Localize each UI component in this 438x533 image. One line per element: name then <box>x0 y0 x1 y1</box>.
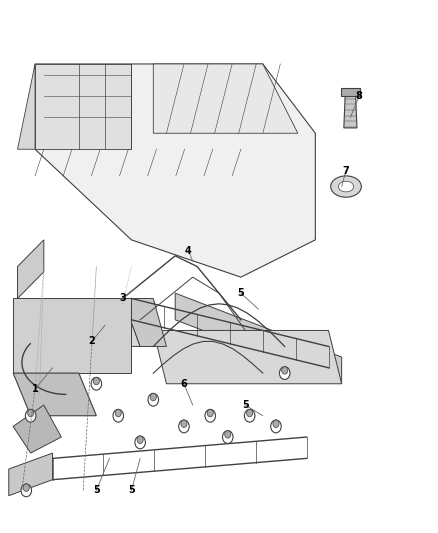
Text: 5: 5 <box>128 486 135 495</box>
Ellipse shape <box>338 181 354 192</box>
Polygon shape <box>35 64 315 277</box>
Polygon shape <box>344 96 357 128</box>
Circle shape <box>23 484 29 491</box>
Circle shape <box>135 436 145 449</box>
Circle shape <box>244 409 255 422</box>
Polygon shape <box>153 64 298 133</box>
Text: 7: 7 <box>343 166 350 175</box>
Circle shape <box>25 409 36 422</box>
Polygon shape <box>13 373 96 416</box>
Text: 5: 5 <box>237 288 244 298</box>
Circle shape <box>279 367 290 379</box>
Circle shape <box>225 431 231 438</box>
Circle shape <box>282 367 288 374</box>
Text: 1: 1 <box>32 384 39 394</box>
Text: 6: 6 <box>180 379 187 389</box>
Text: 5: 5 <box>242 400 249 410</box>
Polygon shape <box>18 240 44 298</box>
Polygon shape <box>13 298 131 373</box>
Circle shape <box>148 393 159 406</box>
Text: 3: 3 <box>119 294 126 303</box>
Circle shape <box>205 409 215 422</box>
Polygon shape <box>341 88 360 96</box>
Circle shape <box>207 409 213 417</box>
Circle shape <box>273 420 279 427</box>
Circle shape <box>115 409 121 417</box>
Polygon shape <box>18 64 35 149</box>
Text: 2: 2 <box>88 336 95 346</box>
Circle shape <box>93 377 99 385</box>
Circle shape <box>247 409 253 417</box>
Circle shape <box>113 409 124 422</box>
Circle shape <box>271 420 281 433</box>
Polygon shape <box>123 298 166 346</box>
Circle shape <box>179 420 189 433</box>
Ellipse shape <box>331 176 361 197</box>
Text: 8: 8 <box>356 91 363 101</box>
Circle shape <box>181 420 187 427</box>
Polygon shape <box>9 453 53 496</box>
Polygon shape <box>13 405 61 453</box>
Polygon shape <box>175 293 342 384</box>
Text: 5: 5 <box>93 486 100 495</box>
Circle shape <box>223 431 233 443</box>
Polygon shape <box>153 330 342 384</box>
Polygon shape <box>35 64 131 149</box>
Circle shape <box>21 484 32 497</box>
Polygon shape <box>18 298 140 346</box>
Circle shape <box>28 409 34 417</box>
Circle shape <box>91 377 102 390</box>
Circle shape <box>150 393 156 401</box>
Circle shape <box>137 436 143 443</box>
Text: 4: 4 <box>185 246 192 255</box>
